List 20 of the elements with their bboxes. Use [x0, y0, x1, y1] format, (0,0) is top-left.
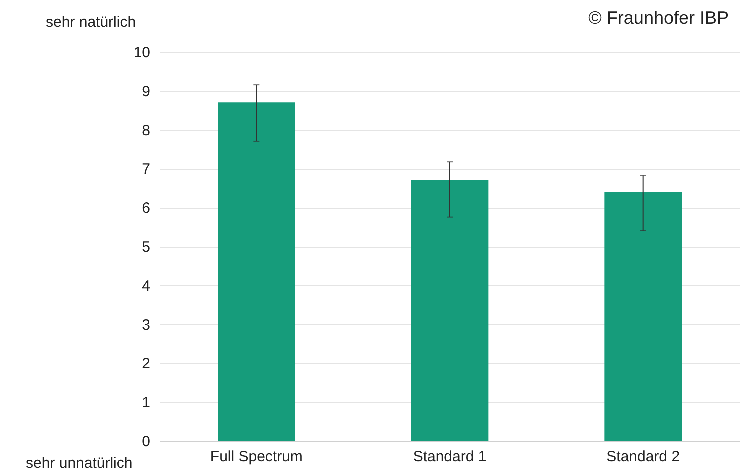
y-tick-label: 5 — [142, 239, 150, 256]
y-tick-label: 3 — [142, 316, 150, 334]
y-tick-label: 0 — [142, 434, 150, 450]
y-tick-label: 4 — [142, 278, 150, 295]
text: © Fraunhofer IBP — [588, 8, 729, 29]
bar — [604, 192, 682, 441]
y-tick-label: 9 — [142, 83, 150, 100]
y-tick-label: 10 — [134, 44, 150, 62]
y-tick-label: 2 — [142, 356, 150, 373]
y-tick-label: 6 — [142, 200, 150, 218]
y-tick-label: 8 — [142, 122, 150, 140]
x-tick-label: Standard 1 — [413, 448, 487, 466]
bar — [411, 180, 489, 441]
text: sehr natürlich — [46, 14, 136, 31]
text: sehr unnatürlich — [26, 455, 133, 472]
y-tick-label: 7 — [142, 161, 150, 178]
y-tick-label: 1 — [142, 394, 150, 412]
x-tick-label: Standard 2 — [606, 448, 680, 466]
x-tick-label: Full Spectrum — [210, 448, 303, 466]
bar — [218, 102, 296, 441]
